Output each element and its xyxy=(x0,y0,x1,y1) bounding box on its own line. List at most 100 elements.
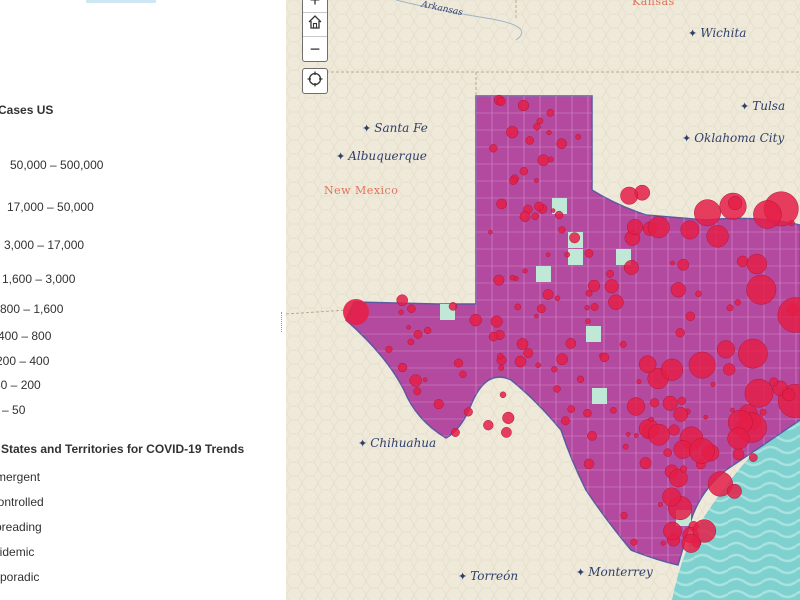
star-icon: ✦ xyxy=(576,565,586,579)
case-circle xyxy=(502,411,515,424)
case-circle xyxy=(636,379,642,385)
star-icon: ✦ xyxy=(740,99,750,113)
case-circle xyxy=(677,258,690,271)
case-circle xyxy=(422,377,428,382)
legend-case-class: 400 – 800 xyxy=(0,329,52,343)
case-circle xyxy=(533,123,541,131)
case-circle xyxy=(769,377,779,387)
case-circle xyxy=(522,268,528,274)
legend-case-class: 3,000 – 17,000 xyxy=(4,238,85,252)
case-circle xyxy=(673,407,689,422)
case-circle xyxy=(703,414,708,420)
locate-button[interactable] xyxy=(303,69,327,93)
case-circle xyxy=(688,351,716,379)
case-circle xyxy=(498,364,505,371)
case-circle xyxy=(732,448,745,461)
legend-panel: Cases US 50,000 – 500,000 17,000 – 50,00… xyxy=(0,0,286,600)
zoom-in-button[interactable]: + xyxy=(303,0,327,13)
case-circle xyxy=(407,338,415,346)
case-circle xyxy=(496,96,506,107)
case-circle xyxy=(537,154,550,167)
map-view[interactable]: Kansas New Mexico Arkansas ✦ Wichita ✦ Tul… xyxy=(286,0,800,600)
case-circle xyxy=(606,269,615,278)
case-circle xyxy=(662,487,682,507)
case-circle xyxy=(398,309,404,315)
case-circle xyxy=(546,109,555,117)
zoom-control: + − xyxy=(302,0,328,62)
case-circle xyxy=(663,521,682,541)
case-circle xyxy=(707,471,733,497)
case-circle xyxy=(493,274,505,286)
case-circle xyxy=(534,313,539,319)
case-circle xyxy=(716,340,735,359)
place-label: ✦ Monterrey xyxy=(576,565,653,579)
case-circle xyxy=(536,117,544,125)
legend-trend-class: Spreading xyxy=(0,520,42,534)
case-circle xyxy=(496,198,507,210)
case-circle xyxy=(782,388,796,402)
case-circle xyxy=(688,438,715,464)
case-circle xyxy=(556,138,567,149)
case-circle xyxy=(433,399,444,410)
case-circle xyxy=(626,219,643,236)
case-circle xyxy=(604,279,619,294)
case-circle xyxy=(569,232,581,244)
case-circle xyxy=(536,304,546,314)
case-circle xyxy=(535,362,541,368)
legend-case-class: 1,600 – 3,000 xyxy=(2,272,76,286)
case-circle xyxy=(746,274,777,305)
place-label: ✦ Albuquerque xyxy=(336,149,427,163)
case-circle xyxy=(545,252,551,258)
case-circle xyxy=(633,433,639,438)
home-button[interactable] xyxy=(303,13,327,37)
case-circle xyxy=(584,305,590,311)
case-circle xyxy=(406,325,411,330)
star-icon: ✦ xyxy=(362,121,372,135)
case-circle xyxy=(626,397,646,416)
case-circle xyxy=(560,416,570,426)
case-circle xyxy=(567,405,576,413)
case-circle xyxy=(599,352,610,363)
case-circle xyxy=(525,136,534,145)
case-circle xyxy=(681,533,701,553)
legend-case-class: 800 – 1,600 xyxy=(0,302,64,316)
case-circle xyxy=(620,511,628,520)
legend-trend-class: Emergent xyxy=(0,470,41,484)
case-circle xyxy=(730,407,735,413)
star-icon: ✦ xyxy=(458,569,468,583)
legend-case-class: 0 – 50 xyxy=(0,403,26,417)
case-circle xyxy=(396,294,408,306)
controlled-county xyxy=(552,198,567,214)
case-circle xyxy=(585,289,593,297)
case-circle xyxy=(748,453,758,462)
case-circle xyxy=(409,374,422,387)
case-circle xyxy=(550,208,556,213)
case-circle xyxy=(483,420,494,431)
case-circles xyxy=(343,94,800,553)
case-circle xyxy=(575,133,582,140)
case-circle xyxy=(533,178,539,184)
case-circle xyxy=(610,406,617,414)
case-circle xyxy=(727,427,750,450)
place-label: ✦ Oklahoma City xyxy=(682,131,785,145)
case-circle xyxy=(453,358,464,368)
controlled-county xyxy=(592,388,607,404)
case-circle xyxy=(469,313,482,327)
case-circle xyxy=(523,348,534,359)
zoom-out-button[interactable]: − xyxy=(309,38,321,59)
legend-tab-indicator xyxy=(86,0,156,3)
case-circle xyxy=(514,303,522,311)
case-circle xyxy=(554,210,564,220)
legend-case-class: 50,000 – 500,000 xyxy=(10,158,104,172)
case-circle xyxy=(583,458,595,470)
case-circle xyxy=(669,260,675,266)
place-label: ✦ Santa Fe xyxy=(362,121,428,135)
place-label: ✦ Wichita xyxy=(688,26,747,40)
case-circle xyxy=(706,225,729,248)
home-icon xyxy=(307,14,323,35)
case-circle xyxy=(638,355,657,373)
case-circle xyxy=(587,431,597,441)
case-circle xyxy=(649,398,660,408)
case-circle xyxy=(744,378,774,408)
place-label: ✦ Tulsa xyxy=(740,99,786,113)
